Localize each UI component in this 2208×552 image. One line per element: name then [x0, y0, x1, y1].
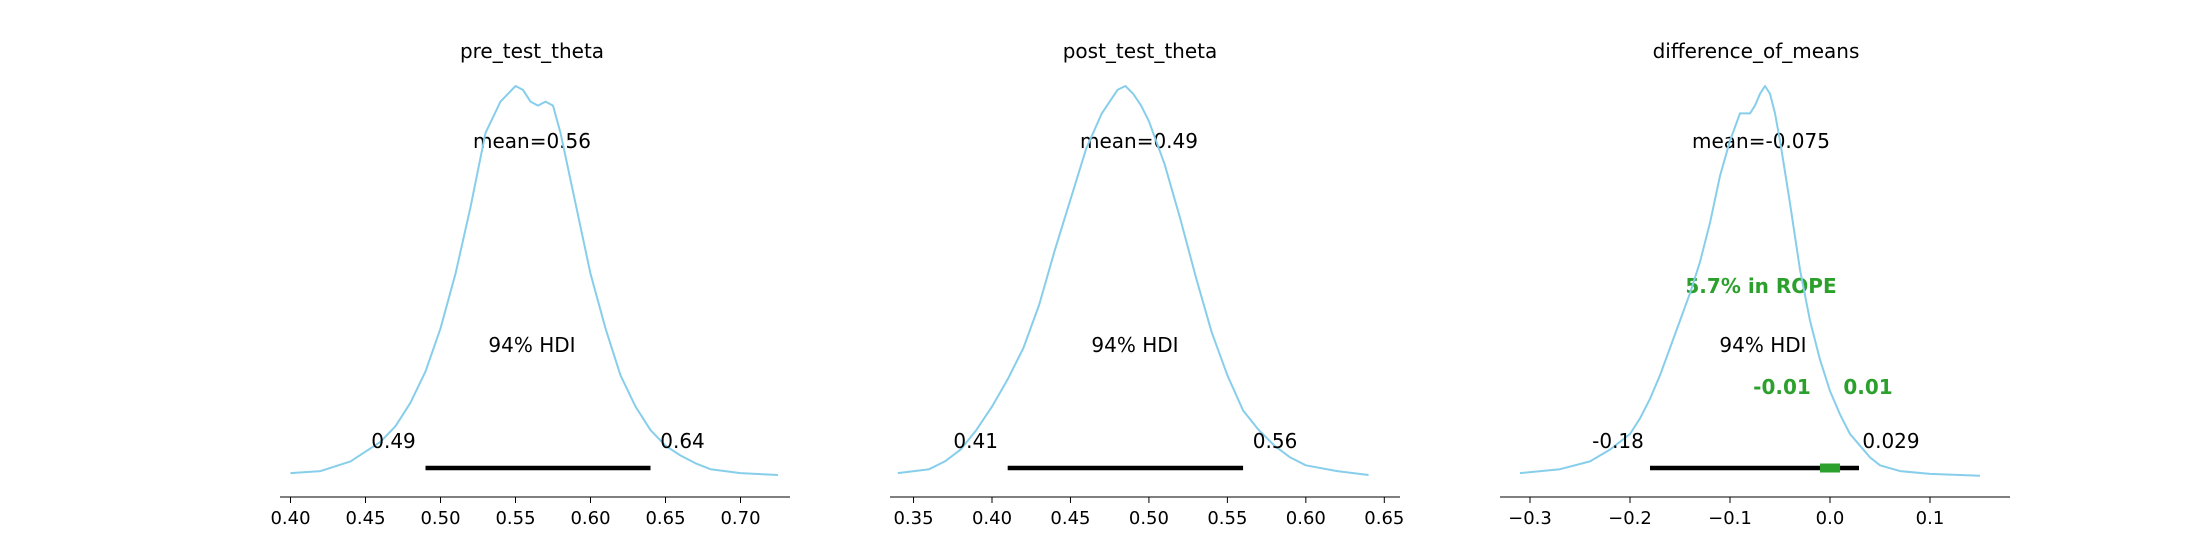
hdi-high-label: 0.64	[660, 429, 705, 453]
kde-curve	[897, 85, 1369, 476]
x-tick-label: 0.50	[420, 508, 460, 529]
hdi-high-label: 0.56	[1253, 429, 1298, 453]
x-tick-label: 0.50	[1129, 508, 1169, 529]
rope-low-label: -0.01	[1753, 375, 1811, 399]
x-tick-label: 0.55	[1207, 508, 1247, 529]
x-tick-label: 0.45	[345, 508, 385, 529]
panel-difference-of-means: difference_of_means mean=-0.075 5.7% in …	[1500, 39, 2010, 529]
hdi-label: 94% HDI	[1091, 333, 1178, 357]
hdi-high-label: 0.029	[1862, 429, 1919, 453]
x-tick-label: 0.60	[1286, 508, 1326, 529]
x-tick-label: 0.45	[1050, 508, 1090, 529]
x-tick-label: 0.65	[1364, 508, 1404, 529]
panel-title: difference_of_means	[1653, 39, 1860, 63]
x-tick-label: 0.60	[570, 508, 610, 529]
hdi-low-label: 0.41	[953, 429, 998, 453]
x-tick-label: 0.40	[270, 508, 310, 529]
x-tick-label: 0.0	[1816, 508, 1845, 529]
panel-post-test-theta: post_test_theta mean=0.49 94% HDI 0.35 0.…	[890, 39, 1404, 529]
rope-high-label: 0.01	[1843, 375, 1892, 399]
mean-label: mean=0.56	[473, 129, 591, 153]
kde-curve	[290, 85, 779, 476]
mean-label: mean=0.49	[1080, 129, 1198, 153]
kde-curve	[1519, 85, 1981, 477]
x-tick-label: 0.1	[1916, 508, 1945, 529]
x-tick-label: 0.70	[720, 508, 760, 529]
rope-percent-label: 5.7% in ROPE	[1685, 274, 1836, 298]
panel-title: pre_test_theta	[460, 39, 604, 63]
x-tick-label: 0.65	[645, 508, 685, 529]
panel-pre-test-theta: pre_test_theta mean=0.56 94% HDI 0.40 0.4…	[270, 39, 790, 529]
x-tick-label: −0.3	[1508, 508, 1552, 529]
panel-title: post_test_theta	[1063, 39, 1218, 63]
hdi-low-label: 0.49	[371, 429, 416, 453]
hdi-label: 94% HDI	[1719, 333, 1806, 357]
mean-label: mean=-0.075	[1692, 129, 1830, 153]
x-tick-label: −0.2	[1608, 508, 1652, 529]
hdi-low-label: -0.18	[1592, 429, 1644, 453]
hdi-label: 94% HDI	[488, 333, 575, 357]
x-tick-label: 0.40	[972, 508, 1012, 529]
x-tick-label: −0.1	[1708, 508, 1752, 529]
x-tick-label: 0.35	[893, 508, 933, 529]
x-tick-label: 0.55	[495, 508, 535, 529]
